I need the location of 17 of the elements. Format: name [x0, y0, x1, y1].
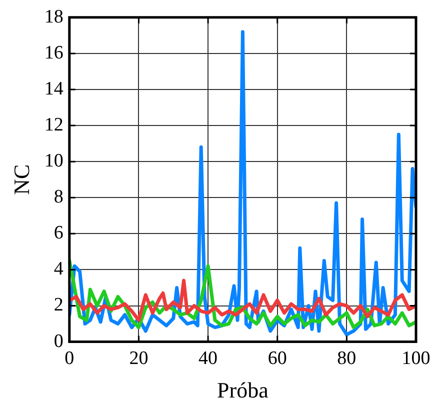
y-tick-label: 12 — [44, 114, 64, 136]
x-tick-label: 80 — [337, 348, 356, 370]
x-tick-label: 40 — [198, 348, 218, 370]
x-tick-label: 60 — [268, 348, 287, 370]
y-tick-label: 0 — [54, 330, 64, 352]
x-axis-title: Próba — [217, 378, 269, 403]
y-tick-label: 2 — [54, 294, 64, 316]
x-tick-label: 100 — [402, 348, 430, 370]
y-tick-label: 10 — [44, 150, 64, 172]
x-tick-label: 20 — [129, 348, 148, 370]
y-tick-label: 8 — [54, 186, 64, 208]
y-tick-label: 18 — [44, 6, 64, 28]
y-axis-title: NC — [8, 164, 34, 195]
y-tick-label: 6 — [54, 222, 64, 244]
y-tick-label: 16 — [44, 42, 64, 64]
y-tick-label: 14 — [44, 78, 64, 100]
y-tick-label: 4 — [54, 258, 64, 280]
